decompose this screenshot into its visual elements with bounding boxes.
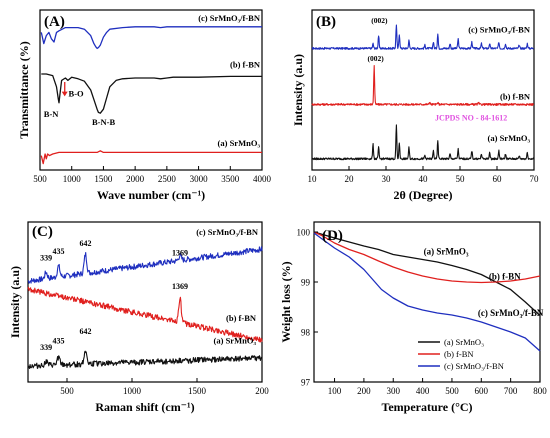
x-tick-label: 50 — [456, 174, 466, 184]
x-tick-label: 40 — [419, 174, 429, 184]
x-tick-label: 70 — [530, 174, 540, 184]
x-tick-label: 500 — [445, 386, 459, 396]
series-line-srmno3-fbn — [311, 24, 534, 50]
annotation-label: B-N-B — [92, 117, 115, 127]
x-tick-label: 20 — [345, 174, 355, 184]
annotation-label: B-O — [69, 88, 85, 98]
series-line-srmno3-fbn — [27, 246, 263, 284]
series-line-fbn — [311, 65, 535, 106]
x-tick-label: 1500 — [188, 386, 207, 396]
series-label: (b) f-BN — [500, 92, 531, 102]
plot-frame-a — [39, 9, 263, 171]
x-tick-label: 30 — [382, 174, 392, 184]
annotation-label: B-N — [44, 109, 60, 119]
y-axis-label: Weight loss (%) — [279, 261, 293, 342]
series-label: (c) SrMnO₃/f-BN — [468, 24, 531, 34]
series-line-srmno3-fbn — [313, 232, 541, 352]
x-tick-label: 200 — [357, 386, 371, 396]
series-line-fbn — [27, 286, 263, 343]
series-line-srmno3 — [313, 231, 541, 316]
series-line-fbn — [313, 231, 541, 284]
x-tick-label: 1000 — [63, 174, 82, 184]
y-tick-label: 100 — [297, 228, 311, 238]
x-tick-label: 60 — [493, 174, 503, 184]
peak-label: 339 — [40, 253, 52, 262]
series-line-srmno3 — [40, 150, 262, 165]
y-tick-label: 98 — [301, 328, 311, 338]
y-tick-label: 97 — [301, 378, 311, 388]
x-tick-label: 600 — [475, 386, 489, 396]
series-label: (a) SrMnO₃ — [488, 133, 531, 143]
series-line-srmno3-fbn — [40, 26, 262, 50]
panel-label: (B) — [316, 14, 336, 30]
plot-frame-c — [27, 221, 263, 383]
y-axis-label: Transmittance (%) — [17, 41, 31, 138]
legend-label: (a) SrMnO₃ — [444, 337, 484, 347]
x-tick-label: 200 — [255, 386, 269, 396]
series-label: (a) SrMnO₃ — [424, 247, 469, 257]
series-label: (a) SrMnO₃ — [214, 336, 257, 346]
x-tick-label: 3000 — [190, 174, 209, 184]
x-tick-label: 700 — [504, 386, 518, 396]
arrow-head-icon — [61, 91, 68, 97]
peak-label: 435 — [53, 247, 65, 256]
x-tick-label: 1500 — [94, 174, 113, 184]
legend-label: (b) f-BN — [444, 349, 474, 359]
series-label: (a) SrMnO₃ — [218, 138, 261, 148]
y-axis-label: Intensity (a.u) — [8, 266, 22, 338]
annotation-label: (002) — [371, 16, 388, 25]
series-label: (c) SrMnO₃/f-BN — [198, 13, 261, 23]
x-tick-label: 10 — [308, 174, 318, 184]
x-tick-label: 500 — [33, 174, 47, 184]
x-tick-label: 800 — [533, 386, 547, 396]
y-tick-label: 99 — [301, 278, 311, 288]
peak-label: 435 — [53, 337, 65, 346]
x-tick-label: 1000 — [123, 386, 142, 396]
series-label: (c) SrMnO₃/f-BN — [196, 227, 259, 237]
series-line-srmno3 — [311, 124, 535, 161]
annotation-label: (002) — [368, 54, 385, 63]
series-line-fbn — [41, 73, 262, 114]
plot-frame-d — [313, 221, 541, 383]
x-tick-label: 100 — [328, 386, 342, 396]
peak-label: 642 — [79, 239, 91, 248]
panel-label: (A) — [44, 14, 65, 30]
panel-label: (C) — [32, 224, 53, 240]
x-axis-label: 2θ (Degree) — [393, 188, 452, 202]
series-label: (b) f-BN — [489, 272, 521, 282]
x-tick-label: 400 — [416, 386, 430, 396]
series-label: (c) SrMnO₃/f-BN — [478, 308, 544, 318]
x-axis-label: Wave number (cm⁻¹) — [97, 188, 205, 202]
x-tick-label: 4000 — [253, 174, 272, 184]
x-tick-label: 500 — [60, 386, 74, 396]
x-axis-label: Temperature (°C) — [381, 400, 472, 414]
x-tick-label: 3500 — [221, 174, 240, 184]
x-tick-label: 2000 — [126, 174, 145, 184]
series-line-srmno3 — [27, 350, 263, 370]
peak-label: 339 — [40, 343, 52, 352]
x-axis-label: Raman shift (cm⁻¹) — [95, 400, 194, 414]
y-axis-label: Intensity (a.u) — [291, 54, 305, 126]
annotation-label: JCPDS NO - 84-1612 — [435, 113, 507, 122]
peak-label: 1369 — [172, 249, 188, 258]
x-tick-label: 300 — [386, 386, 400, 396]
series-label: (b) f-BN — [226, 313, 257, 323]
panel-label: (D) — [322, 228, 343, 244]
legend-label: (c) SrMnO₃/f-BN — [444, 361, 504, 371]
peak-label: 642 — [79, 327, 91, 336]
x-tick-label: 2500 — [158, 174, 177, 184]
peak-label: 1369 — [172, 282, 188, 291]
series-label: (b) f-BN — [230, 60, 261, 70]
